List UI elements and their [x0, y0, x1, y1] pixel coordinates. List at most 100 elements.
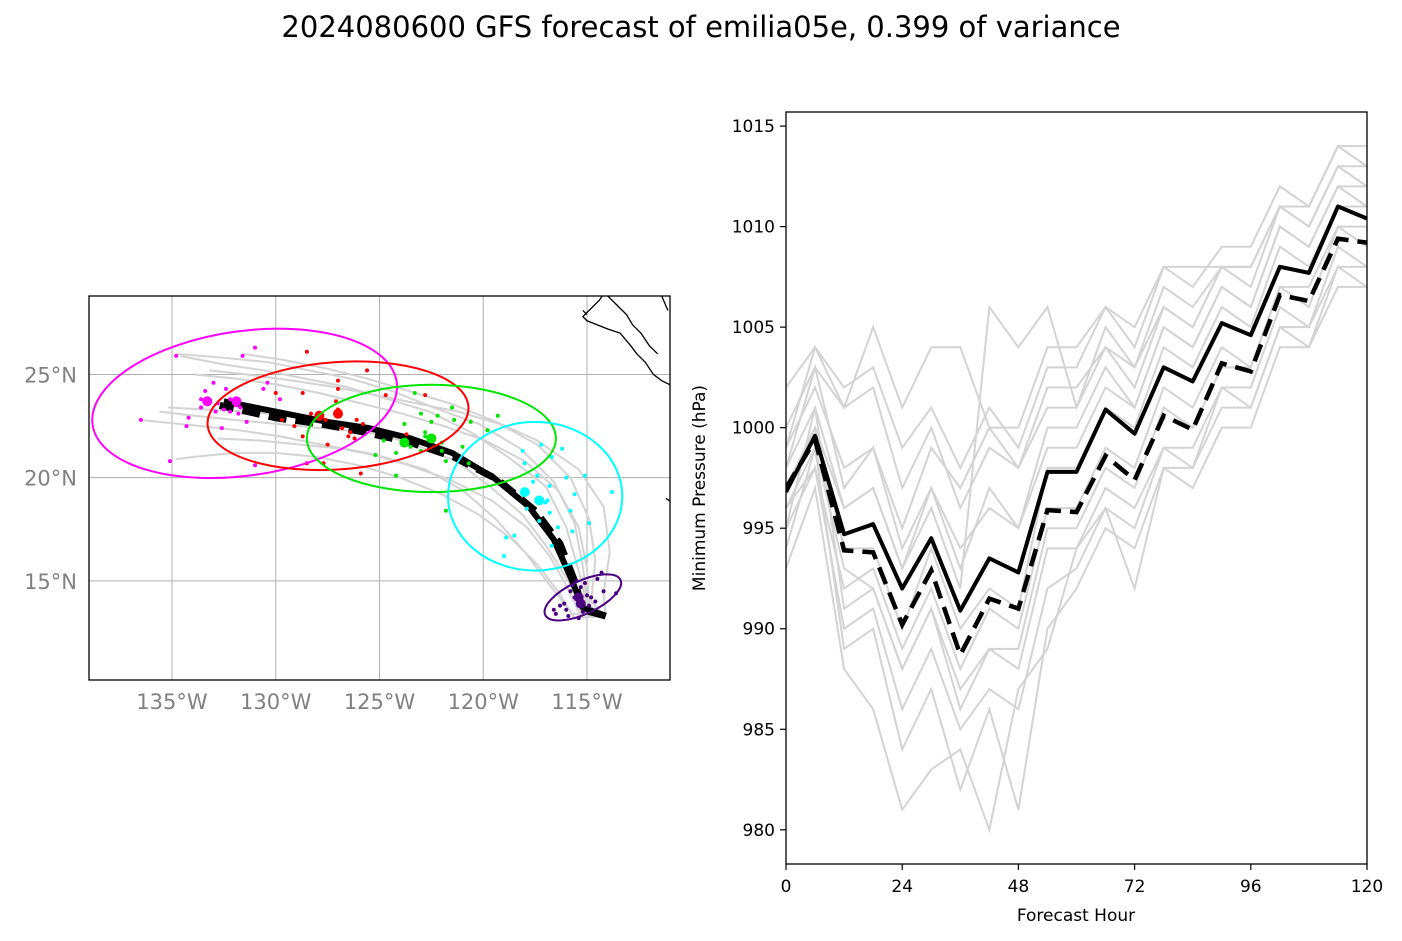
member-position-point: [240, 353, 245, 358]
member-position-point: [572, 492, 577, 497]
member-position-point: [277, 397, 282, 402]
member-position-point: [443, 459, 448, 464]
member-track: [209, 369, 607, 617]
member-position-point: [435, 413, 440, 418]
member-position-point: [383, 393, 388, 398]
member-position-point: [582, 580, 587, 585]
member-track: [242, 352, 611, 617]
map-lon-tick-label: 120°W: [448, 690, 520, 714]
member-position-point: [213, 409, 218, 414]
member-position-point: [439, 448, 444, 453]
map-lat-tick-label: 25°N: [24, 363, 77, 387]
member-position-point: [580, 609, 585, 614]
member-position-point: [236, 411, 241, 416]
member-position-point: [551, 607, 556, 612]
uncertainty-ellipse: [91, 327, 399, 480]
member-position-point: [502, 554, 506, 559]
member-track: [194, 373, 607, 617]
y-tick-label: 1000: [732, 419, 775, 439]
x-tick-label: 48: [1008, 877, 1030, 897]
member-position-point: [358, 471, 363, 476]
member-position-point: [336, 386, 340, 391]
pressure-ticks: 0 24 48 72 96 120 980 985 990 995 1000 1005 1010 1015: [732, 117, 1383, 897]
member-position-point: [238, 405, 243, 410]
mean-position-marker: [575, 598, 586, 609]
member-position-point: [566, 614, 571, 618]
member-position-point: [539, 442, 544, 447]
x-tick-label: 0: [781, 877, 792, 897]
member-position-point: [423, 393, 428, 398]
map-lon-tick-label: 125°W: [344, 690, 416, 714]
member-position-point: [555, 525, 560, 530]
member-position-point: [203, 388, 208, 393]
member-position-point: [547, 483, 552, 488]
member-position-point: [352, 436, 357, 441]
member-position-point: [452, 417, 457, 422]
member-position-point: [309, 411, 314, 416]
uncertainty-ellipse: [543, 573, 623, 622]
mean-position-marker: [534, 495, 545, 506]
member-position-point: [408, 444, 413, 449]
member-position-point: [535, 473, 540, 478]
member-position-point: [300, 391, 305, 396]
coastline-segment: [606, 296, 659, 355]
y-tick-label: 1010: [732, 218, 775, 238]
member-position-point: [373, 452, 378, 457]
uncertainty-ellipses: [91, 327, 624, 622]
y-axis-label: Minimum Pressure (hPa): [690, 385, 710, 591]
member-position-point: [429, 419, 434, 424]
member-position-point: [601, 589, 606, 594]
x-axis-label: Forecast Hour: [1017, 906, 1135, 926]
x-tick-label: 96: [1240, 877, 1262, 897]
member-position-point: [354, 417, 359, 422]
member-position-point: [443, 508, 448, 513]
uncertainty-ellipse: [305, 383, 557, 494]
member-position-point: [381, 438, 386, 443]
member-position-point: [485, 428, 490, 433]
map-lat-tick-label: 20°N: [24, 467, 77, 491]
member-position-point: [273, 391, 278, 396]
mean-position-marker: [333, 408, 343, 419]
member-position-point: [167, 459, 172, 464]
uncertainty-ellipse: [446, 420, 624, 572]
member-position-point: [495, 413, 500, 418]
member-position-point: [423, 434, 428, 439]
member-position-point: [545, 498, 550, 503]
member-position-point: [593, 599, 598, 604]
member-position-point: [466, 461, 471, 466]
member-position-point: [279, 417, 284, 422]
member-position-point: [360, 422, 365, 426]
member-position-point: [138, 417, 143, 422]
member-position-point: [587, 603, 592, 608]
member-position-point: [261, 386, 266, 391]
member-pressure-line: [786, 265, 1367, 732]
member-position-point: [333, 399, 338, 404]
member-track: [217, 437, 606, 617]
y-tick-label: 1015: [732, 117, 775, 137]
map-frame: [88, 295, 671, 681]
member-pressure-line: [786, 165, 1367, 532]
member-position-point: [419, 411, 423, 416]
member-position-point: [304, 349, 309, 354]
chart-title: 2024080600 GFS forecast of emilia05e, 0.…: [281, 10, 1121, 44]
mean-position-marker: [399, 437, 410, 448]
member-position-point: [402, 422, 407, 426]
x-tick-label: 24: [891, 877, 913, 897]
member-position-point: [582, 473, 587, 478]
member-pressure-line: [786, 245, 1367, 692]
pressure-frame: [785, 111, 1368, 865]
member-position-point: [184, 424, 189, 429]
map-lat-tick-label: 15°N: [24, 570, 77, 594]
member-position-point: [512, 533, 517, 538]
coastline-segment: [661, 296, 669, 311]
member-position-point: [340, 426, 345, 431]
member-position-point: [450, 405, 455, 410]
member-position-point: [578, 585, 583, 590]
member-position-point: [394, 473, 399, 478]
member-position-point: [221, 407, 226, 412]
member-position-point: [562, 601, 567, 606]
coastline-segment: [581, 296, 670, 386]
member-position-point: [468, 419, 473, 424]
member-position-point: [423, 430, 428, 435]
